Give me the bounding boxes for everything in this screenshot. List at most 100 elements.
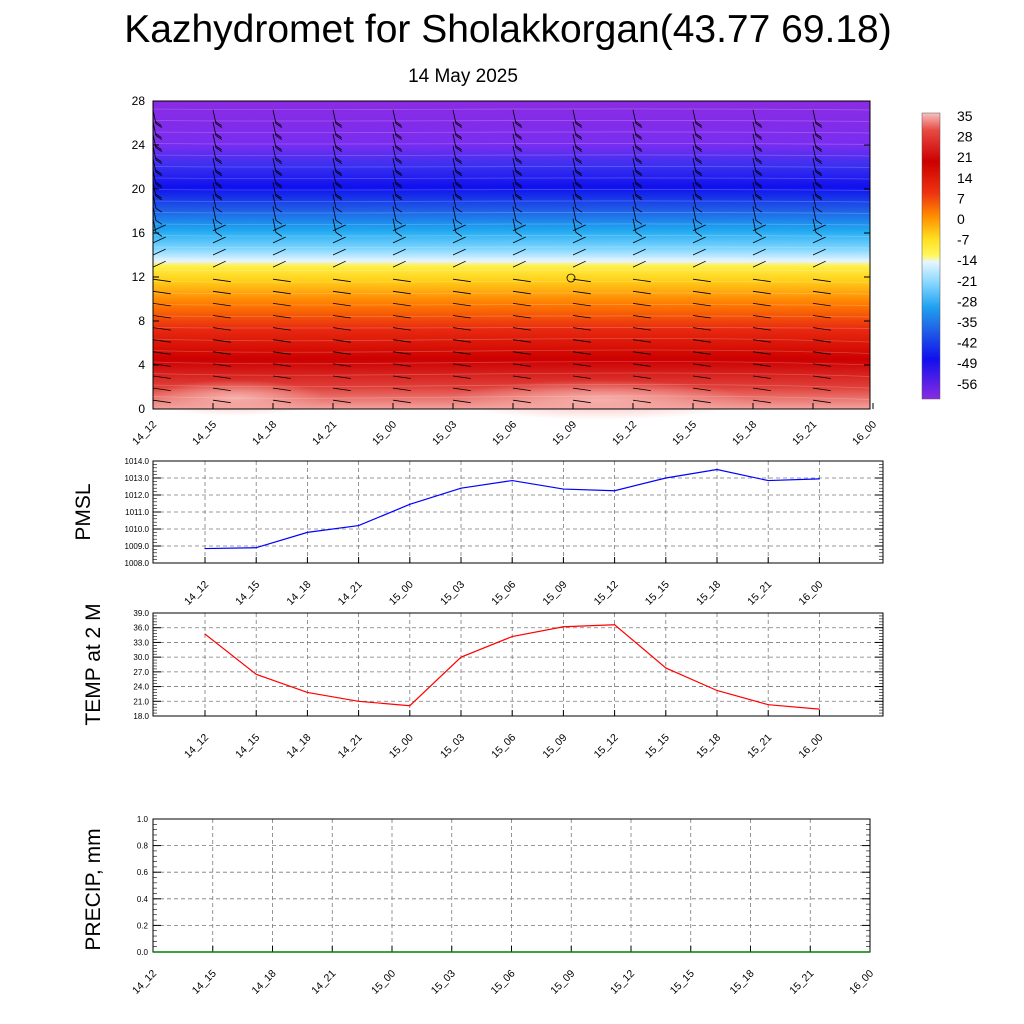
temp-x-tick-label: 15_00 <box>387 732 416 761</box>
wind-barb <box>692 363 711 367</box>
wind-barb <box>212 218 223 237</box>
precip-y-tick-label: 0.8 <box>137 842 149 851</box>
wind-barb <box>632 236 646 244</box>
wind-barb <box>512 194 523 213</box>
temp-data-point <box>204 633 206 635</box>
precip-x-tick-label: 15_03 <box>429 968 458 997</box>
wind-barb <box>152 248 166 256</box>
wind-barb <box>392 387 411 392</box>
pmsl-x-tick-label: 16_00 <box>796 579 825 608</box>
pmsl-y-tick-label: 1010.0 <box>125 525 150 534</box>
colorbar-label: -7 <box>957 232 970 248</box>
colorbar-label: -56 <box>957 376 977 392</box>
wind-barb <box>632 375 651 379</box>
temp-data-point <box>665 667 667 669</box>
wind-barb <box>692 327 711 331</box>
wind-barb <box>452 182 463 201</box>
wind-barb <box>332 375 351 379</box>
wind-barb <box>272 315 291 319</box>
pmsl-x-tick-label: 14_18 <box>284 579 313 608</box>
wind-barb <box>332 290 351 295</box>
precip-panel: 0.0 0.2 0.4 0.6 0.8 1.0 14_12 14_15 14_18 14_21 15… <box>82 815 876 997</box>
wind-barb <box>752 248 766 256</box>
wind-barb <box>512 315 531 319</box>
wind-barb <box>512 109 523 128</box>
temp-y-tick-label: 18.0 <box>133 712 149 721</box>
wind-barb <box>152 236 166 244</box>
wind-barb <box>752 146 763 165</box>
wind-barb <box>572 339 591 343</box>
wind-barb <box>572 260 586 268</box>
colorbar-label: 0 <box>957 211 965 227</box>
wind-barb <box>812 339 831 343</box>
temp-y-tick-label: 21.0 <box>133 697 149 706</box>
wind-barb <box>632 170 643 189</box>
wind-barb <box>512 133 523 153</box>
wind-barb <box>392 278 411 283</box>
temp-data-point <box>306 691 308 694</box>
section-field <box>153 101 870 409</box>
chart-title: Kazhydromet for Sholakkorgan(43.77 69.18… <box>124 8 892 51</box>
wind-barb <box>512 339 531 343</box>
wind-barb <box>272 351 291 355</box>
contour-line <box>152 211 871 214</box>
wind-barb <box>692 290 711 295</box>
wind-barb <box>332 327 351 331</box>
section-x-tick-label: 15_03 <box>430 419 459 448</box>
precip-y-tick-label: 0.4 <box>137 895 149 904</box>
section-x-tick-label: 16_00 <box>850 419 879 448</box>
wind-barb <box>572 109 583 128</box>
colorbar-label: 35 <box>957 108 973 124</box>
pmsl-data-point <box>767 479 769 482</box>
wind-barb <box>752 158 763 177</box>
temp-x-tick-label: 15_06 <box>489 732 518 761</box>
contour-line <box>152 292 871 295</box>
colorbar-label: -28 <box>957 293 977 309</box>
wind-barb <box>272 182 283 201</box>
precip-x-tick-label: 14_21 <box>309 968 338 997</box>
precip-x-tick-label: 15_15 <box>668 968 697 997</box>
wind-barb <box>812 399 831 404</box>
wind-barb <box>812 182 823 201</box>
wind-barb <box>332 248 346 256</box>
wind-barb <box>812 351 831 355</box>
wind-barb <box>512 351 531 355</box>
wind-barb <box>752 387 771 392</box>
section-y-tick-label: 12 <box>132 270 146 284</box>
pmsl-y-tick-label: 1013.0 <box>125 474 150 483</box>
wind-barb <box>512 236 526 244</box>
pmsl-x-tick-label: 15_09 <box>540 579 569 608</box>
wind-barb <box>632 146 643 165</box>
wind-barb <box>752 194 763 213</box>
wind-barb <box>572 290 591 295</box>
wind-barb <box>452 303 471 307</box>
wind-barb <box>812 206 823 225</box>
wind-barb <box>152 339 171 343</box>
wind-barb <box>572 248 586 256</box>
wind-barb <box>572 303 591 307</box>
wind-barb <box>812 260 826 268</box>
colorbar <box>921 112 941 400</box>
wind-barb <box>452 290 471 295</box>
precip-y-tick-label: 0.0 <box>137 948 149 957</box>
wind-barb <box>632 327 651 331</box>
wind-barb <box>152 260 166 268</box>
wind-barb <box>512 182 523 201</box>
wind-barb <box>452 278 471 283</box>
wind-barb <box>572 375 591 379</box>
wind-barb <box>212 121 223 140</box>
wind-barb <box>572 206 583 225</box>
pmsl-x-tick-label: 15_21 <box>745 579 774 608</box>
wind-barb <box>812 133 823 153</box>
precip-y-tick-label: 1.0 <box>137 815 149 824</box>
contour-line <box>152 269 871 272</box>
wind-barb <box>272 194 283 213</box>
wind-barb <box>392 290 411 295</box>
wind-barb <box>752 290 771 295</box>
wind-barb <box>512 290 531 295</box>
wind-barb <box>332 194 343 213</box>
temp-frame <box>152 612 884 717</box>
wind-barb <box>512 146 523 165</box>
wind-barb <box>632 248 646 256</box>
wind-barb <box>752 399 771 404</box>
